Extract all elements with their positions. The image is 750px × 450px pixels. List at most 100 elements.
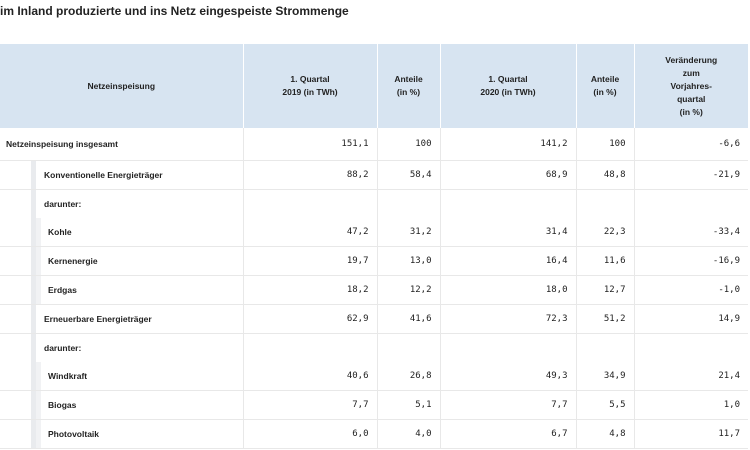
column-header-text: Anteile — [590, 74, 620, 84]
value-cell: 88,2 — [242, 160, 377, 190]
value-cell — [376, 333, 440, 362]
table-row: Netzeinspeisung insgesamt 151,1 100 141,2 10… — [0, 128, 748, 161]
column-header-text: 2020 (in TWh) — [480, 87, 536, 97]
row-label: Erdgas — [48, 285, 77, 295]
indent-bar — [31, 190, 36, 218]
value-cell: 7,7 — [439, 390, 576, 420]
row-label-cell: Erneuerbare Energieträger — [0, 304, 243, 334]
table-row: Biogas 7,7 5,1 7,7 5,5 1,0 — [0, 390, 748, 420]
table-row: Erdgas 18,2 12,2 18,0 12,7 -1,0 — [0, 275, 748, 305]
column-header: Anteile (in %) — [377, 44, 441, 128]
data-table: Netzeinspeisung 1. Quartal 2019 (in TWh) An… — [0, 44, 748, 449]
row-label: Netzeinspeisung insgesamt — [6, 139, 118, 149]
value-cell: 68,9 — [439, 160, 576, 190]
header-row: Netzeinspeisung 1. Quartal 2019 (in TWh) An… — [0, 44, 748, 128]
indent-bar — [31, 218, 36, 246]
value-cell — [575, 333, 634, 362]
value-cell — [633, 333, 748, 362]
value-cell: 40,6 — [242, 362, 377, 391]
value-cell: 47,2 — [242, 218, 377, 247]
row-label-cell: Netzeinspeisung insgesamt — [0, 128, 243, 161]
value-cell: 41,6 — [376, 304, 440, 334]
value-cell: 49,3 — [439, 362, 576, 391]
row-label: Kernenergie — [48, 256, 98, 266]
row-label: Erneuerbare Energieträger — [44, 314, 152, 324]
column-header-text: Anteile — [394, 74, 423, 84]
value-cell: 141,2 — [439, 128, 576, 161]
value-cell — [633, 189, 748, 218]
indent-bar — [36, 362, 41, 390]
value-cell: 4,0 — [376, 419, 440, 449]
value-cell: 31,4 — [439, 218, 576, 247]
column-header-text: (in %) — [396, 87, 421, 97]
value-cell: 22,3 — [575, 218, 634, 247]
table-row: Kernenergie 19,7 13,0 16,4 11,6 -16,9 — [0, 246, 748, 276]
column-header-text: Vorjahres- — [670, 80, 712, 91]
indent-bar — [31, 161, 36, 189]
value-cell: 6,7 — [439, 419, 576, 449]
indent-bar — [36, 276, 41, 304]
row-label-cell: darunter: — [0, 190, 243, 218]
table-body: Netzeinspeisung insgesamt 151,1 100 141,2 10… — [0, 128, 748, 449]
column-header: 1. Quartal 2019 (in TWh) — [243, 44, 378, 128]
value-cell: 14,9 — [633, 304, 748, 334]
row-label: darunter: — [44, 343, 82, 353]
value-cell: 151,1 — [242, 128, 377, 161]
column-header-text: Netzeinspeisung — [87, 80, 156, 91]
value-cell — [439, 189, 576, 218]
value-cell: 16,4 — [439, 246, 576, 276]
row-label-cell: Konventionelle Energieträger — [0, 160, 243, 190]
column-header: Netzeinspeisung — [0, 44, 244, 128]
value-cell: 1,0 — [633, 390, 748, 420]
indent-bar — [36, 420, 41, 448]
value-cell: 13,0 — [376, 246, 440, 276]
value-cell: -6,6 — [633, 128, 748, 161]
value-cell: 12,2 — [376, 275, 440, 305]
value-cell: 18,2 — [242, 275, 377, 305]
column-header-text: 1. Quartal — [290, 74, 330, 84]
column-header: 1. Quartal 2020 (in TWh) — [440, 44, 577, 128]
row-label-cell: Erdgas — [0, 275, 243, 305]
column-header-text: Veränderung — [665, 54, 718, 65]
indent-bar — [31, 334, 36, 362]
row-label-cell: Kohle — [0, 218, 243, 247]
value-cell — [242, 189, 377, 218]
table-row: Kohle 47,2 31,2 31,4 22,3 -33,4 — [0, 218, 748, 247]
value-cell: 100 — [376, 128, 440, 161]
value-cell: 62,9 — [242, 304, 377, 334]
value-cell: -16,9 — [633, 246, 748, 276]
value-cell: 4,8 — [575, 419, 634, 449]
row-label: Biogas — [48, 400, 77, 410]
table-row: darunter: — [0, 333, 748, 362]
row-label-cell: Biogas — [0, 390, 243, 420]
indent-bar — [31, 420, 36, 448]
value-cell — [439, 333, 576, 362]
value-cell: 11,6 — [575, 246, 634, 276]
value-cell — [376, 189, 440, 218]
row-label: darunter: — [44, 199, 82, 209]
column-header-text: quartal — [677, 93, 706, 104]
indent-bar — [31, 276, 36, 304]
indent-bar — [31, 247, 36, 275]
column-header: Veränderung zum Vorjahres-quartal (in %) — [634, 44, 748, 128]
value-cell: -21,9 — [633, 160, 748, 190]
value-cell: -33,4 — [633, 218, 748, 247]
indent-bar — [36, 391, 41, 419]
table-title: im Inland produzierte und ins Netz einge… — [0, 4, 349, 18]
row-label: Kohle — [48, 227, 72, 237]
value-cell: 6,0 — [242, 419, 377, 449]
value-cell — [242, 333, 377, 362]
table-row: darunter: — [0, 189, 748, 218]
value-cell: 34,9 — [575, 362, 634, 391]
value-cell: 19,7 — [242, 246, 377, 276]
value-cell: 100 — [575, 128, 634, 161]
column-header-text: zum — [682, 67, 700, 78]
row-label-cell: Kernenergie — [0, 246, 243, 276]
value-cell: 21,4 — [633, 362, 748, 391]
value-cell: 51,2 — [575, 304, 634, 334]
row-label-cell: Windkraft — [0, 362, 243, 391]
value-cell: 7,7 — [242, 390, 377, 420]
column-header-text: (in %) — [679, 106, 703, 117]
value-cell: 12,7 — [575, 275, 634, 305]
value-cell: 5,5 — [575, 390, 634, 420]
